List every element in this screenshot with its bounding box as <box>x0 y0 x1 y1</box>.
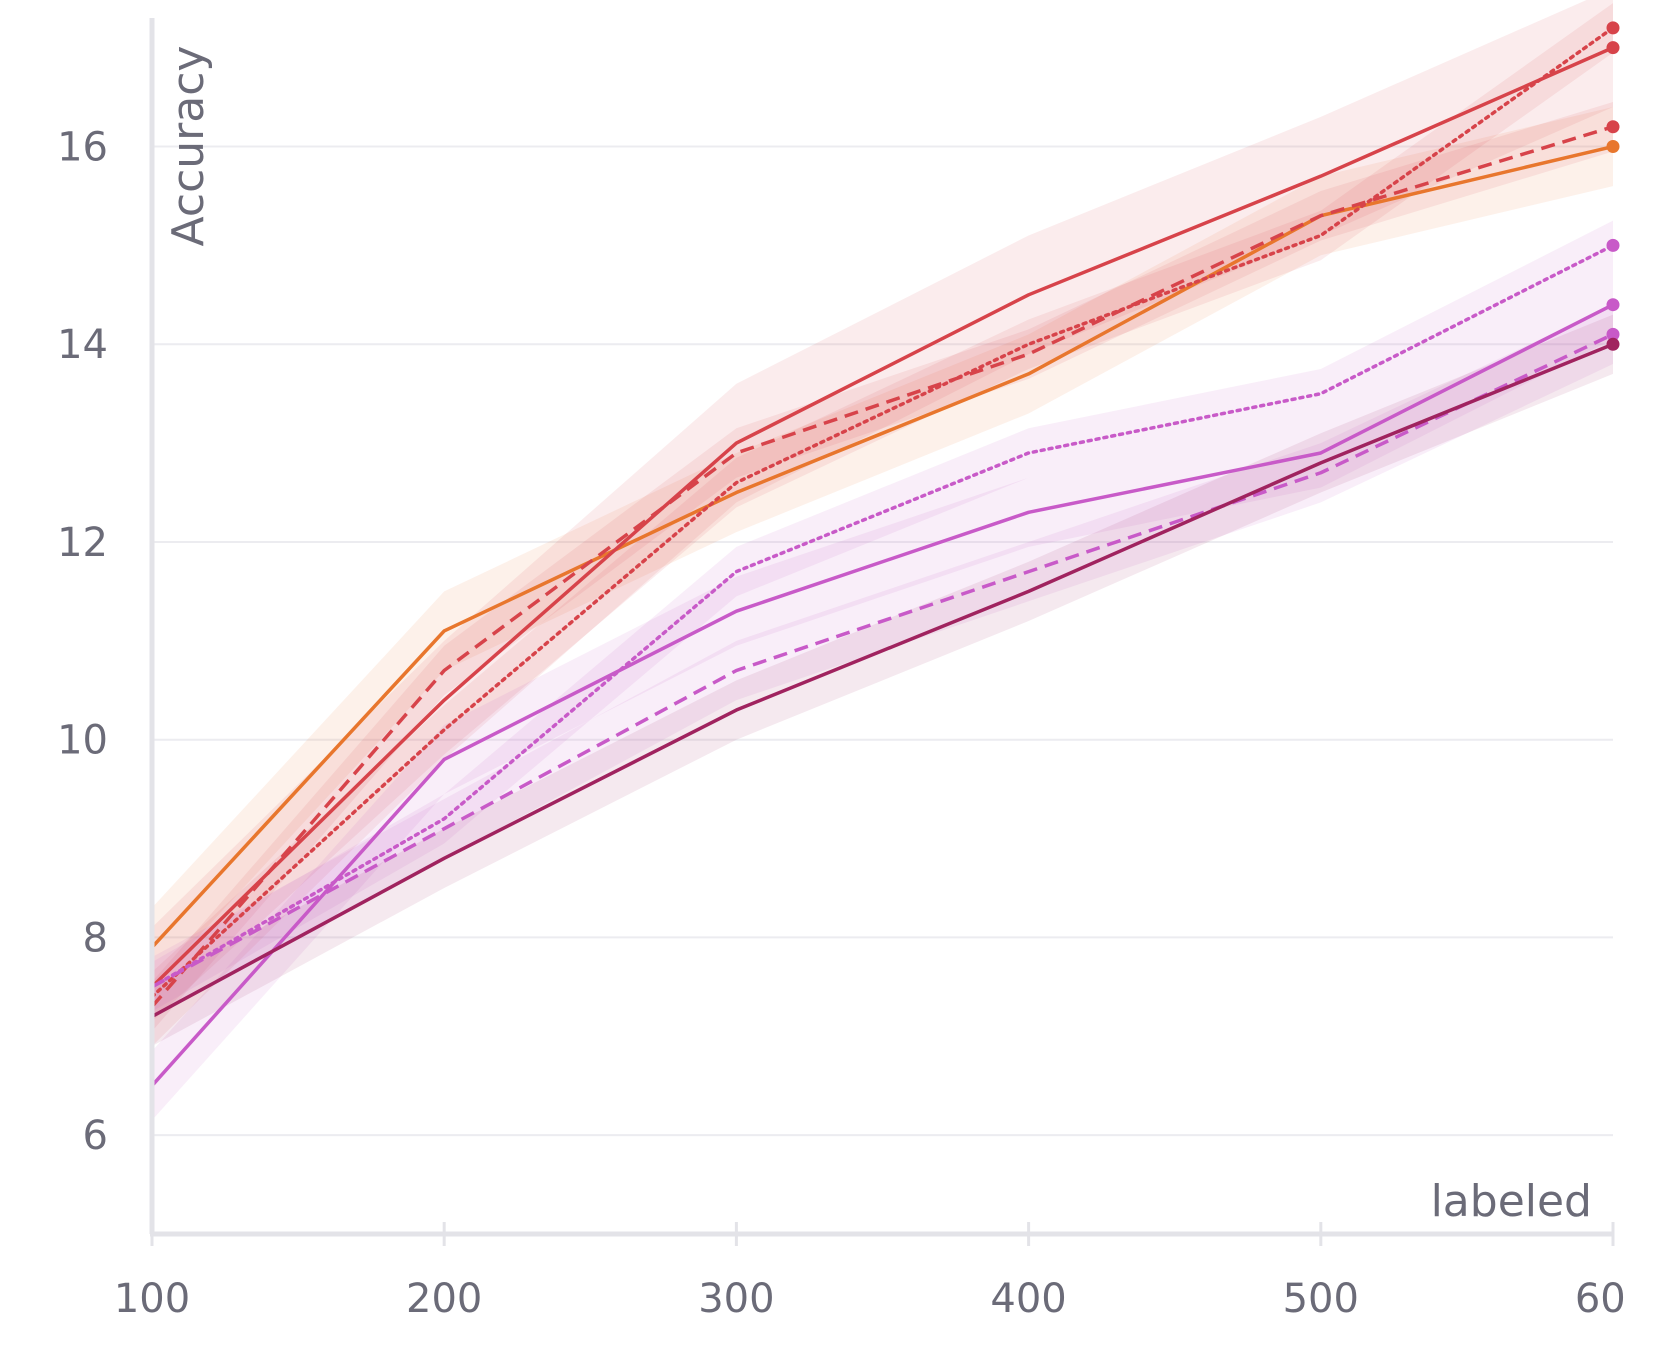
x-tick-label-600: 600 <box>1575 1276 1651 1322</box>
series-band-4 <box>152 3 1613 1022</box>
x-tick-label-300: 300 <box>698 1276 774 1322</box>
series-line-2 <box>150 46 1614 989</box>
series-line-5 <box>150 243 1615 989</box>
y-tick-label-16: 16 <box>57 125 108 171</box>
x-axis-title: labeled <box>1431 1176 1592 1227</box>
series-band-7 <box>152 304 1613 1017</box>
y-ticks: 6 8 10 12 14 16 <box>57 125 108 1160</box>
y-tick-label-6: 6 <box>83 1113 108 1159</box>
series-line-7 <box>151 332 1614 989</box>
series-end-marker-5 <box>1606 238 1620 252</box>
series-end-marker-7 <box>1606 327 1620 341</box>
series-line-6 <box>150 303 1614 1087</box>
x-tick-label-100: 100 <box>114 1276 190 1322</box>
grid-lines <box>152 145 1613 1137</box>
series-end-marker-1 <box>1606 140 1620 154</box>
series-band-3 <box>152 102 1613 1032</box>
y-tick-label-10: 10 <box>57 718 108 764</box>
series-band-5 <box>152 220 1613 1012</box>
y-axis-title: Accuracy <box>163 46 214 247</box>
series-line-4 <box>150 26 1615 999</box>
series-end-marker-4 <box>1606 21 1620 35</box>
y-tick-label-12: 12 <box>57 520 108 566</box>
series-end-marker-8 <box>1606 337 1620 351</box>
series-line-1 <box>150 144 1614 949</box>
series-end-marker-3 <box>1606 120 1620 134</box>
x-tick-label-500: 500 <box>1283 1276 1359 1322</box>
x-ticks: 100 200 300 400 500 600 <box>114 1222 1651 1322</box>
series-band-1 <box>152 106 1613 987</box>
y-tick-label-14: 14 <box>57 322 108 368</box>
y-tick-label-8: 8 <box>83 915 108 961</box>
series-end-marker-2 <box>1606 41 1620 55</box>
axes <box>149 18 1613 1237</box>
series-line-8 <box>151 342 1614 1019</box>
series-band-6 <box>152 270 1613 1121</box>
series-end-marker-6 <box>1606 298 1620 312</box>
x-tick-label-200: 200 <box>406 1276 482 1322</box>
series-lines <box>150 21 1620 1087</box>
x-tick-label-400: 400 <box>990 1276 1066 1322</box>
series-band-8 <box>152 314 1613 1047</box>
